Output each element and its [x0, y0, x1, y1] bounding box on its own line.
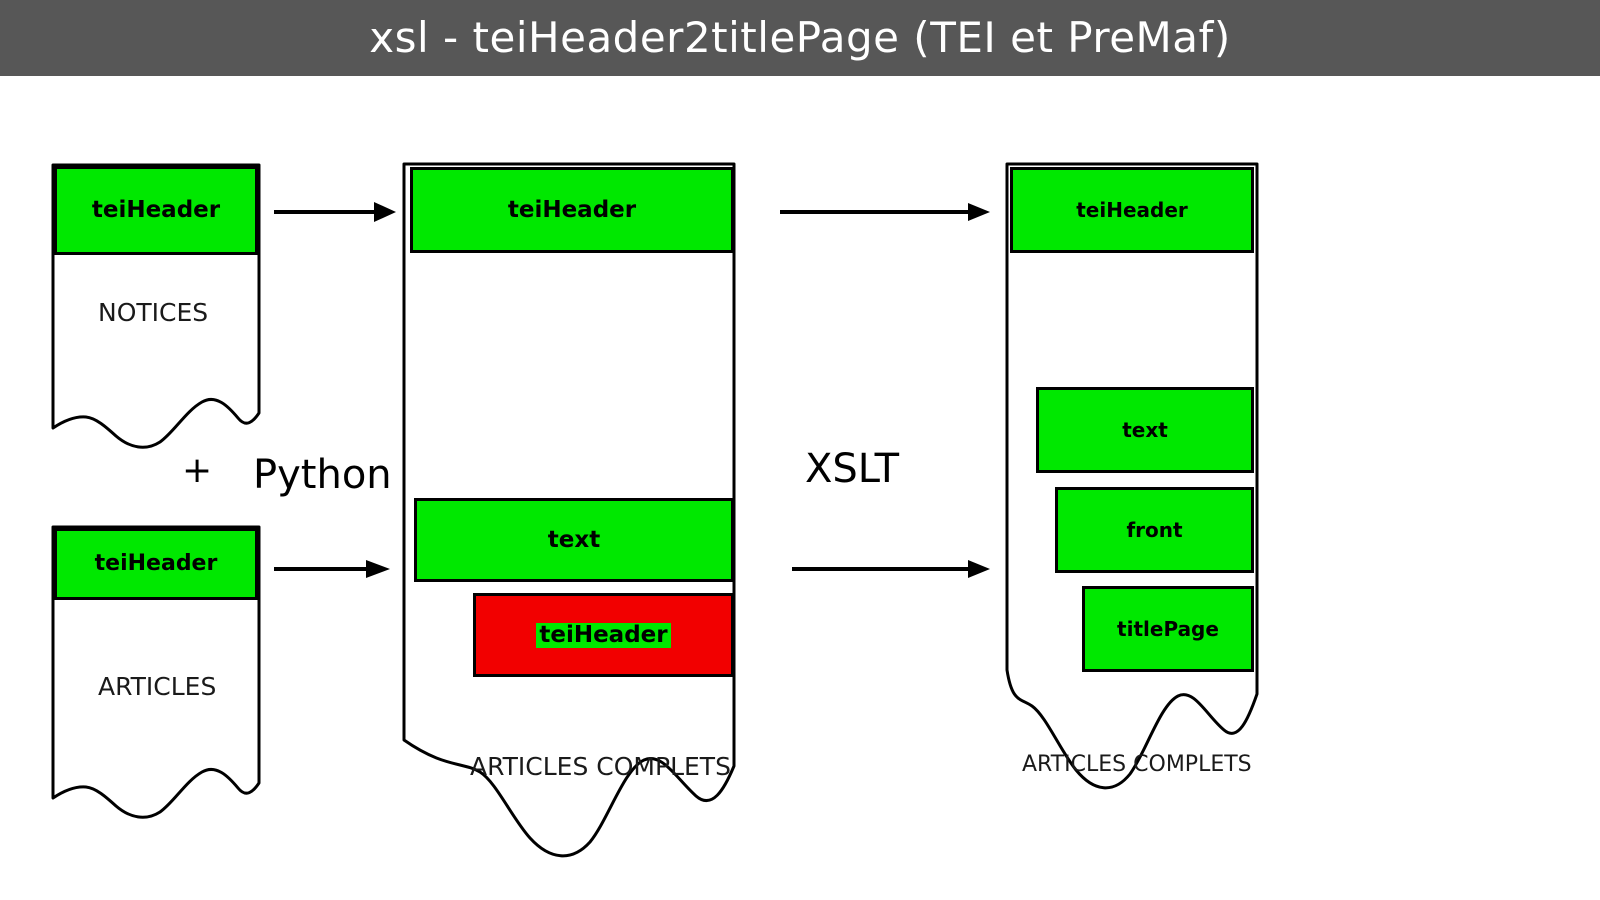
document-articles: teiHeader ARTICLES	[48, 522, 268, 822]
block-label: teiHeader	[507, 196, 637, 223]
document-caption: ARTICLES COMPLETS	[470, 752, 731, 781]
document-merged: teiHeader text teiHeader ARTICLES COMPLE…	[400, 160, 740, 860]
block-label: teiHeader	[91, 197, 221, 223]
python-label: Python	[253, 452, 392, 498]
block-teiheader[interactable]: teiHeader	[410, 167, 734, 253]
document-caption: ARTICLES COMPLETS	[1022, 752, 1252, 777]
block-teiheader-duplicate[interactable]: teiHeader	[473, 593, 734, 677]
block-front[interactable]: front	[1055, 487, 1254, 573]
block-label: titlePage	[1117, 617, 1219, 641]
page-title: xsl - teiHeader2titlePage (TEI et PreMaf…	[369, 13, 1231, 62]
arrow-merged-to-xslt-bottom	[792, 560, 990, 578]
arrow-merged-to-xslt-top	[780, 203, 990, 221]
block-titlepage[interactable]: titlePage	[1082, 586, 1254, 672]
block-label: teiHeader	[94, 551, 218, 576]
block-label: text	[547, 526, 601, 553]
document-caption: NOTICES	[98, 298, 209, 327]
document-caption: ARTICLES	[98, 672, 217, 701]
document-notices: teiHeader NOTICES	[48, 160, 268, 450]
block-text[interactable]: text	[414, 498, 734, 582]
block-label: text	[1122, 418, 1168, 442]
block-teiheader[interactable]: teiHeader	[1010, 167, 1254, 253]
plus-operator: +	[182, 450, 213, 491]
title-bar: xsl - teiHeader2titlePage (TEI et PreMaf…	[0, 0, 1600, 76]
block-label: front	[1126, 518, 1183, 542]
block-label: teiHeader	[536, 622, 671, 648]
xslt-label: XSLT	[805, 446, 900, 492]
document-xslt-output: teiHeader text front titlePage ARTICLES …	[1004, 160, 1260, 860]
arrow-articles-to-merged	[274, 560, 390, 578]
block-label: teiHeader	[1076, 198, 1188, 222]
block-text[interactable]: text	[1036, 387, 1254, 473]
block-teiheader[interactable]: teiHeader	[54, 166, 258, 255]
block-teiheader[interactable]: teiHeader	[54, 528, 258, 600]
arrow-notices-to-merged	[274, 202, 396, 222]
diagram-stage: teiHeader NOTICES teiHeader ARTICLES tei…	[0, 76, 1600, 900]
